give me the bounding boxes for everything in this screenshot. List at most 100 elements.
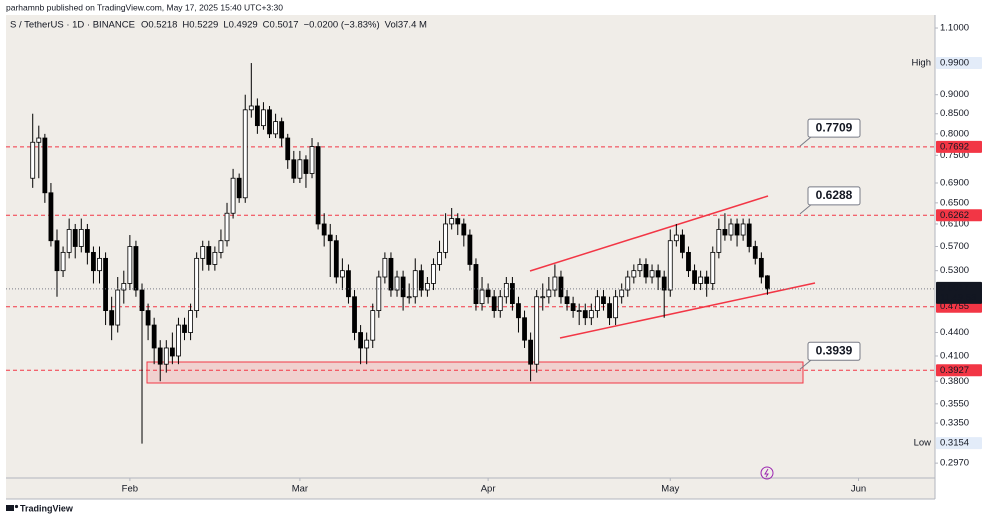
candle-body xyxy=(60,251,66,272)
candle-body xyxy=(534,296,540,365)
candle-body xyxy=(673,234,679,242)
candle-body xyxy=(437,251,442,265)
candle-body xyxy=(588,310,594,319)
candle-body xyxy=(273,121,278,135)
candle-body xyxy=(692,270,697,284)
candle-body xyxy=(625,276,631,291)
high-value: 0.9900 xyxy=(940,58,969,69)
candle-body xyxy=(643,264,649,278)
candle-body xyxy=(631,270,637,278)
candle-body xyxy=(230,177,236,214)
y-tick-label: 0.6500 xyxy=(940,197,969,208)
candle-body xyxy=(503,283,509,298)
candle-body xyxy=(497,296,503,312)
candle-body xyxy=(765,275,770,290)
candle-body xyxy=(734,223,740,236)
level-label: 0.7692 xyxy=(940,141,969,152)
y-tick-label: 0.9000 xyxy=(940,89,969,100)
y-tick-label: 0.3550 xyxy=(940,398,969,409)
candle-body xyxy=(309,146,315,174)
candle-body xyxy=(97,257,102,272)
logo-dot xyxy=(14,504,19,509)
level-badge xyxy=(936,364,982,377)
candle-body xyxy=(30,141,36,179)
candle-body xyxy=(601,296,606,305)
candle-body xyxy=(188,310,193,333)
callout-label: 0.6288 xyxy=(816,188,853,202)
candle-body xyxy=(400,276,406,298)
candle-body xyxy=(546,289,552,298)
low-badge xyxy=(936,437,982,450)
candle-body xyxy=(291,159,297,179)
candle-body xyxy=(649,270,655,278)
candle-body xyxy=(182,324,187,333)
candle-body xyxy=(66,229,72,253)
candle-body xyxy=(248,105,254,111)
level-label: 0.6262 xyxy=(940,210,969,221)
callout-label: 0.7709 xyxy=(816,120,853,134)
candle-body xyxy=(218,240,224,253)
candle-body xyxy=(412,270,418,298)
demand-zone xyxy=(146,361,804,384)
candle-body xyxy=(176,324,181,357)
legend-value: Vol37.4 M xyxy=(385,20,427,31)
candle-body xyxy=(145,310,151,326)
y-tick-label: 0.7500 xyxy=(940,150,969,161)
callout-connector xyxy=(799,135,813,147)
candle-body xyxy=(370,310,376,341)
candle-body xyxy=(333,240,339,278)
x-tick-label: Mar xyxy=(292,484,308,495)
last-price-label: 0.5017 xyxy=(940,282,969,293)
level-badge xyxy=(936,140,982,153)
callout-connector xyxy=(799,358,813,370)
y-tick-label: 0.4400 xyxy=(940,327,969,338)
candle-body xyxy=(169,347,175,357)
level-badge xyxy=(936,209,982,222)
y-tick-label: 0.8000 xyxy=(940,128,969,139)
level-label: 0.3927 xyxy=(940,365,969,376)
channel-lower xyxy=(559,282,816,339)
y-tick-label: 0.5300 xyxy=(940,265,969,276)
candle-body xyxy=(91,251,96,272)
level-label: 0.4755 xyxy=(940,301,969,312)
y-tick-label: 0.6900 xyxy=(940,178,969,189)
candle-body xyxy=(752,246,758,259)
candle-body xyxy=(564,296,570,305)
y-tick-label: 0.3350 xyxy=(940,418,969,429)
event-icon[interactable] xyxy=(760,466,774,480)
candle-body xyxy=(133,246,139,291)
candle-body xyxy=(54,240,60,272)
candle-body xyxy=(352,296,357,333)
footer-brand: TradingView xyxy=(20,503,74,513)
symbol: S / TetherUS · 1D · BINANCE xyxy=(10,20,135,31)
legend-value: O0.5218 xyxy=(141,20,177,31)
candle-body xyxy=(297,159,303,179)
event-bolt xyxy=(764,468,769,478)
candle-body xyxy=(667,240,673,291)
candle-body xyxy=(431,264,436,284)
candle-body xyxy=(540,296,546,299)
candle-body xyxy=(364,339,370,349)
candle-body xyxy=(613,296,619,319)
last-price-badge xyxy=(936,281,982,304)
candle-body xyxy=(151,324,157,349)
candle-body xyxy=(321,223,327,236)
candle-body xyxy=(473,264,479,305)
candle-body xyxy=(103,257,108,312)
candle-body xyxy=(491,296,497,312)
candle-body xyxy=(200,246,206,259)
y-tick-label: 0.6100 xyxy=(940,218,969,229)
candle-body xyxy=(698,276,704,284)
candle-body xyxy=(139,289,145,312)
candle-body xyxy=(552,276,558,291)
legend-value: H0.5229 xyxy=(182,20,218,31)
y-tick-label: 0.2970 xyxy=(940,458,969,469)
candle-body xyxy=(42,137,48,194)
candle-body xyxy=(157,347,163,365)
candle-body xyxy=(376,276,382,312)
x-tick-label: Apr xyxy=(481,484,496,495)
high-badge xyxy=(936,57,982,70)
y-tick-label: 1.1000 xyxy=(940,23,969,34)
candle-body xyxy=(558,276,564,298)
